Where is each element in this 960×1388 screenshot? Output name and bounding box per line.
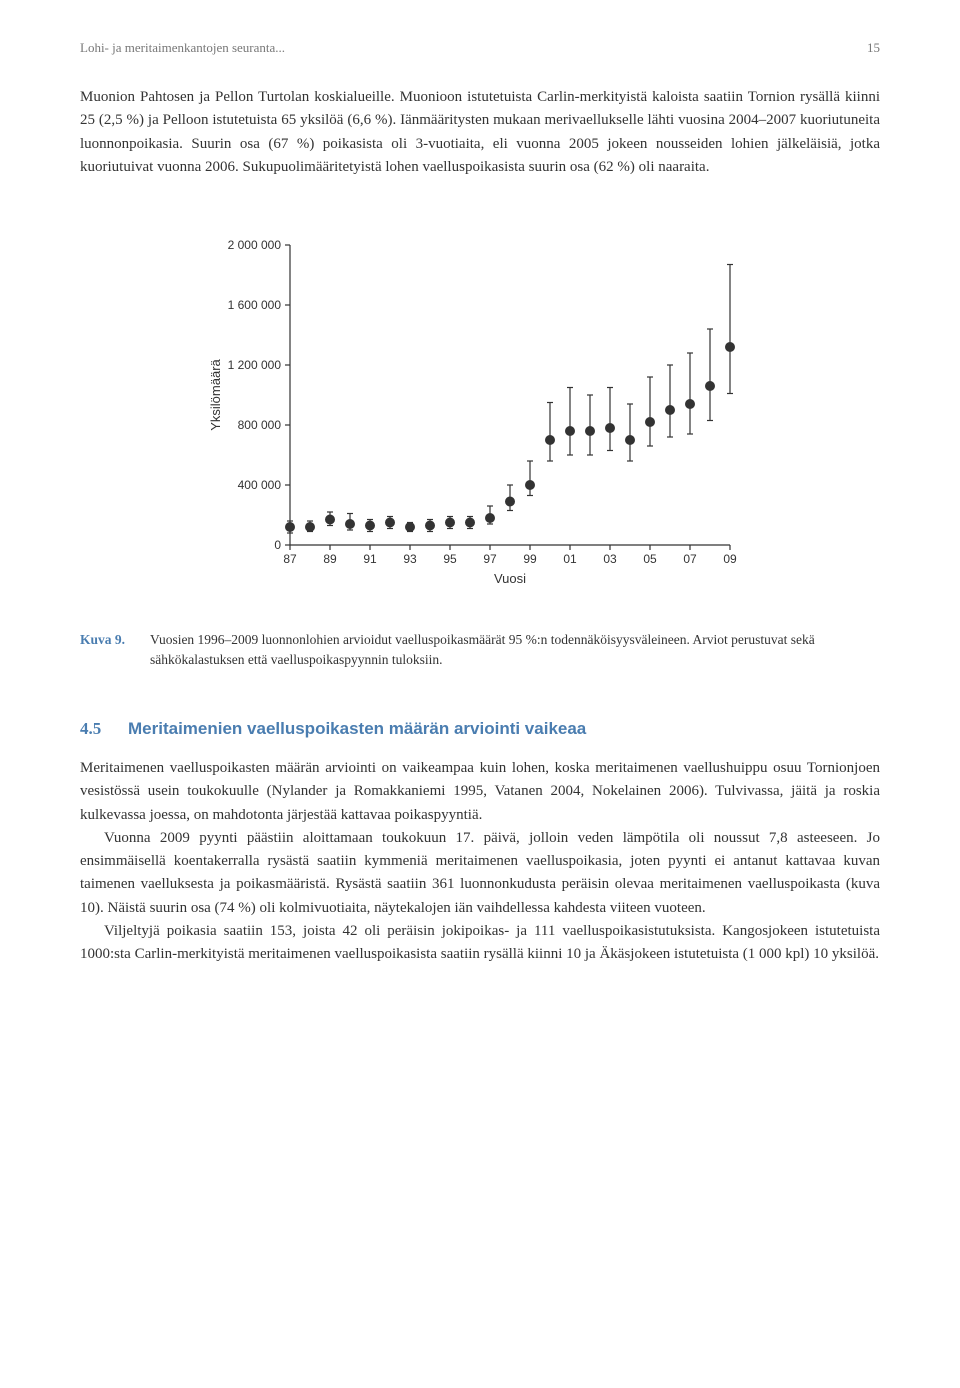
figure-9-chart: 0 400 000 800 000 1 200 000 1 600 000 2 000 0… — [80, 215, 880, 600]
svg-text:89: 89 — [323, 552, 337, 566]
caption-text: Vuosien 1996–2009 luonnonlohien arvioidu… — [150, 630, 880, 669]
svg-text:0: 0 — [274, 538, 281, 552]
section-number: 4.5 — [80, 719, 128, 739]
caption-label: Kuva 9. — [80, 630, 150, 669]
svg-text:Vuosi: Vuosi — [494, 571, 526, 586]
section-paragraph: Vuonna 2009 pyynti päästiin aloittamaan … — [80, 827, 880, 920]
running-title: Lohi- ja meritaimenkantojen seuranta... — [80, 40, 285, 56]
svg-text:2 000 000: 2 000 000 — [228, 238, 282, 252]
svg-text:09: 09 — [723, 552, 737, 566]
section-paragraph: Meritaimenen vaelluspoikasten määrän arv… — [80, 757, 880, 827]
svg-text:93: 93 — [403, 552, 417, 566]
svg-text:400 000: 400 000 — [238, 478, 282, 492]
chart-canvas: 0 400 000 800 000 1 200 000 1 600 000 2 000 0… — [200, 215, 760, 600]
section-paragraph: Viljeltyjä poikasia saatiin 153, joista … — [80, 920, 880, 967]
intro-paragraph: Muonion Pahtosen ja Pellon Turtolan kosk… — [80, 86, 880, 179]
svg-text:07: 07 — [683, 552, 697, 566]
page-header: Lohi- ja meritaimenkantojen seuranta... … — [80, 40, 880, 56]
svg-text:Yksilömäärä: Yksilömäärä — [208, 358, 223, 430]
svg-text:1 200 000: 1 200 000 — [228, 358, 282, 372]
svg-text:1 600 000: 1 600 000 — [228, 298, 282, 312]
section-body: Meritaimenen vaelluspoikasten määrän arv… — [80, 757, 880, 966]
svg-text:87: 87 — [283, 552, 297, 566]
svg-text:99: 99 — [523, 552, 537, 566]
page-number: 15 — [867, 40, 880, 56]
section-title: Meritaimenien vaelluspoikasten määrän ar… — [128, 719, 586, 739]
svg-text:05: 05 — [643, 552, 657, 566]
svg-text:800 000: 800 000 — [238, 418, 282, 432]
svg-text:01: 01 — [563, 552, 577, 566]
figure-9-caption: Kuva 9. Vuosien 1996–2009 luonnonlohien … — [80, 630, 880, 669]
section-heading: 4.5 Meritaimenien vaelluspoikasten määrä… — [80, 719, 880, 739]
svg-text:91: 91 — [363, 552, 377, 566]
svg-text:97: 97 — [483, 552, 497, 566]
intro-text: Muonion Pahtosen ja Pellon Turtolan kosk… — [80, 86, 880, 179]
svg-text:95: 95 — [443, 552, 457, 566]
svg-text:03: 03 — [603, 552, 617, 566]
